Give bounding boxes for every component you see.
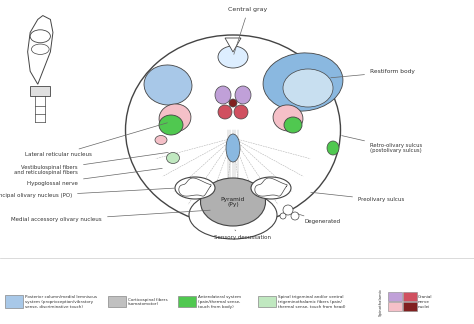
Ellipse shape	[229, 99, 237, 107]
Ellipse shape	[226, 134, 240, 162]
Text: Cranial
nerve
nuclei: Cranial nerve nuclei	[418, 295, 432, 308]
Ellipse shape	[31, 44, 49, 54]
FancyBboxPatch shape	[403, 302, 417, 311]
Ellipse shape	[166, 153, 180, 164]
FancyBboxPatch shape	[258, 296, 276, 307]
Ellipse shape	[126, 35, 340, 225]
Ellipse shape	[175, 177, 215, 199]
Polygon shape	[225, 38, 241, 52]
Ellipse shape	[159, 104, 191, 132]
Ellipse shape	[144, 65, 192, 105]
FancyBboxPatch shape	[30, 86, 50, 96]
Text: Hypoglossal nerve: Hypoglossal nerve	[27, 168, 162, 186]
Ellipse shape	[327, 141, 339, 155]
FancyBboxPatch shape	[178, 296, 196, 307]
Text: Sensory decussation: Sensory decussation	[215, 230, 272, 240]
Ellipse shape	[218, 46, 248, 68]
Ellipse shape	[273, 105, 303, 131]
Text: Posterior column/medial lemniscus
system (proprioception/vibratory
sense, discri: Posterior column/medial lemniscus system…	[25, 295, 97, 308]
Text: Principal olivary nucleus (PO): Principal olivary nucleus (PO)	[0, 188, 174, 199]
Ellipse shape	[283, 69, 333, 107]
Text: Lateral reticular nucleus: Lateral reticular nucleus	[25, 123, 167, 157]
Text: Spinothalamic: Spinothalamic	[379, 288, 383, 316]
Text: Corticospinal fibers
(somatomotor): Corticospinal fibers (somatomotor)	[128, 298, 168, 306]
Ellipse shape	[280, 213, 286, 219]
Text: Vestibulospinal fibers
and reticulospinal fibers: Vestibulospinal fibers and reticulospina…	[14, 152, 168, 175]
FancyBboxPatch shape	[388, 302, 402, 311]
FancyBboxPatch shape	[108, 296, 126, 307]
Ellipse shape	[30, 30, 50, 43]
Text: Central gray: Central gray	[228, 7, 268, 54]
Ellipse shape	[215, 86, 231, 104]
Ellipse shape	[234, 105, 248, 119]
Text: Retro-olivary sulcus
(postolivary sulcus): Retro-olivary sulcus (postolivary sulcus…	[342, 136, 422, 153]
Text: Anterolateral system
(pain/thermal sense,
touch from body): Anterolateral system (pain/thermal sense…	[198, 295, 241, 308]
FancyBboxPatch shape	[5, 295, 23, 308]
Ellipse shape	[284, 117, 302, 133]
Ellipse shape	[155, 135, 167, 145]
Polygon shape	[27, 16, 53, 84]
Ellipse shape	[201, 178, 265, 226]
Text: Pyramid
(Py): Pyramid (Py)	[221, 197, 245, 207]
Ellipse shape	[218, 105, 232, 119]
Ellipse shape	[283, 205, 293, 215]
Ellipse shape	[291, 212, 299, 220]
Text: Preolivary sulcus: Preolivary sulcus	[311, 192, 404, 202]
Ellipse shape	[263, 53, 343, 111]
Ellipse shape	[159, 115, 183, 135]
FancyBboxPatch shape	[388, 292, 402, 301]
Text: Restiform body: Restiform body	[331, 70, 415, 78]
Text: Medial accessory olivary nucleus: Medial accessory olivary nucleus	[11, 210, 210, 223]
Text: Spinal trigeminal and/or ventral
trigeminothalamic fibers (pain/
thermal sense, : Spinal trigeminal and/or ventral trigemi…	[278, 295, 346, 308]
Ellipse shape	[189, 191, 277, 239]
Ellipse shape	[235, 86, 251, 104]
FancyBboxPatch shape	[403, 292, 417, 301]
Ellipse shape	[251, 177, 291, 199]
Text: Degenerated: Degenerated	[298, 214, 341, 225]
